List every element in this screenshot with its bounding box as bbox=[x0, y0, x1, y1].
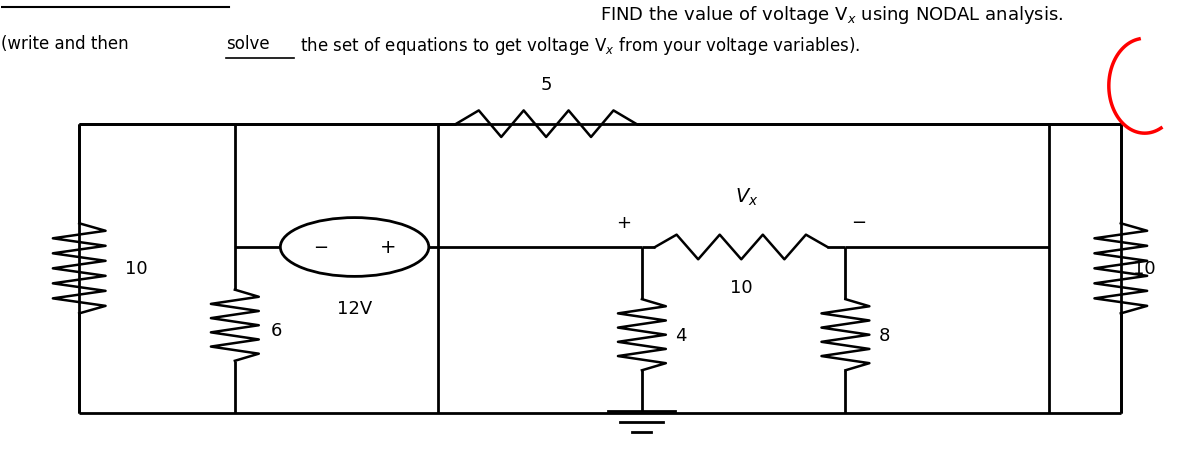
Text: −: − bbox=[851, 214, 866, 232]
Text: 5: 5 bbox=[540, 76, 552, 94]
Text: the set of equations to get voltage V$_x$ from your voltage variables).: the set of equations to get voltage V$_x… bbox=[295, 35, 860, 57]
Text: 4: 4 bbox=[676, 326, 686, 344]
Text: 8: 8 bbox=[878, 326, 890, 344]
Text: +: + bbox=[617, 214, 631, 232]
Text: 10: 10 bbox=[1133, 260, 1156, 278]
Text: −: − bbox=[313, 238, 329, 257]
Text: 12V: 12V bbox=[337, 299, 372, 317]
Text: +: + bbox=[380, 238, 396, 257]
Text: V$_x$: V$_x$ bbox=[736, 186, 760, 207]
Text: (write and then: (write and then bbox=[1, 35, 134, 52]
Text: 10: 10 bbox=[125, 260, 148, 278]
Text: solve: solve bbox=[227, 35, 270, 52]
Text: 10: 10 bbox=[730, 278, 752, 296]
Text: 6: 6 bbox=[271, 321, 282, 339]
Text: FIND the value of voltage V$_x$ using NODAL analysis.: FIND the value of voltage V$_x$ using NO… bbox=[600, 4, 1063, 26]
